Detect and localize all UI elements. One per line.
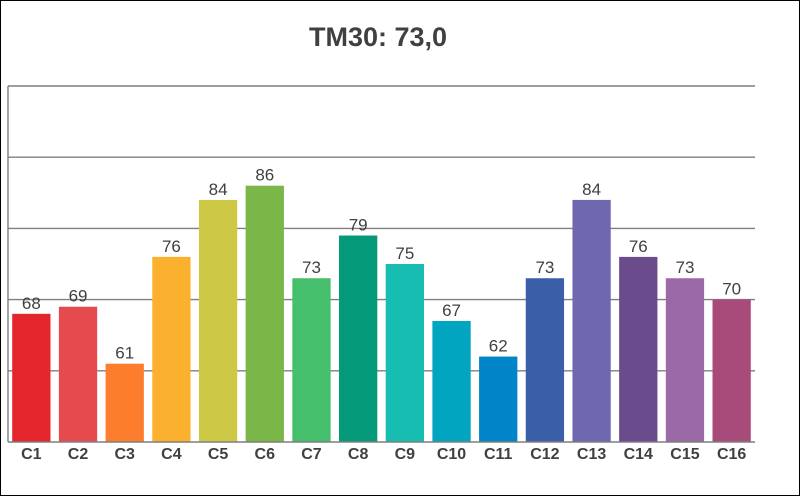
category-label: C12 (530, 446, 559, 463)
value-label: 84 (582, 180, 601, 199)
category-label: C7 (301, 446, 322, 463)
category-label: C13 (577, 446, 606, 463)
category-label: C15 (670, 446, 699, 463)
bar-c10 (432, 320, 471, 442)
category-label: C5 (208, 446, 229, 463)
category-label: C4 (161, 446, 182, 463)
value-label: 76 (629, 237, 648, 256)
bar-c4 (152, 256, 191, 442)
value-label: 67 (442, 301, 461, 320)
category-label: C8 (348, 446, 369, 463)
value-label: 62 (489, 337, 508, 356)
value-label: 69 (69, 287, 88, 306)
category-label: C11 (484, 446, 513, 463)
bar-c9 (385, 264, 424, 442)
value-label: 70 (722, 280, 741, 299)
bar-c16 (712, 299, 751, 442)
bar-c6 (245, 185, 284, 442)
bar-c3 (105, 363, 144, 442)
chart-title: TM30: 73,0 (308, 22, 448, 52)
bar-c2 (58, 306, 98, 442)
value-labels: 68 69 61 76 84 86 73 79 75 67 62 73 84 76 73 70 (22, 166, 741, 363)
value-label: 73 (302, 258, 321, 277)
category-label: C6 (255, 446, 276, 463)
value-label: 86 (255, 166, 274, 185)
category-label: C10 (437, 446, 466, 463)
bar-c7 (292, 278, 331, 442)
bars (12, 185, 751, 442)
value-label: 73 (676, 258, 695, 277)
value-label: 61 (115, 344, 134, 363)
bar-c8 (339, 235, 378, 442)
bar-c13 (572, 199, 611, 442)
bar-c5 (198, 199, 238, 442)
bar-c15 (665, 278, 705, 442)
bar-c12 (525, 278, 565, 442)
category-label: C1 (21, 446, 42, 463)
value-label: 84 (209, 180, 228, 199)
axes (7, 86, 755, 443)
category-labels: C1 C2 C3 C4 C5 C6 C7 C8 C9 C10 C11 C12 C13 C14 C15 C16 (21, 446, 746, 463)
category-label: C16 (717, 446, 746, 463)
bar-c14 (619, 256, 658, 442)
category-label: C3 (114, 446, 135, 463)
value-label: 79 (349, 216, 368, 235)
value-label: 76 (162, 237, 181, 256)
value-label: 68 (22, 294, 41, 313)
category-label: C14 (624, 446, 653, 463)
category-label: C2 (68, 446, 89, 463)
bar-c11 (479, 356, 518, 442)
category-label: C9 (395, 446, 416, 463)
bar-c1 (12, 313, 51, 442)
value-label: 73 (535, 258, 554, 277)
value-label: 75 (395, 244, 414, 263)
